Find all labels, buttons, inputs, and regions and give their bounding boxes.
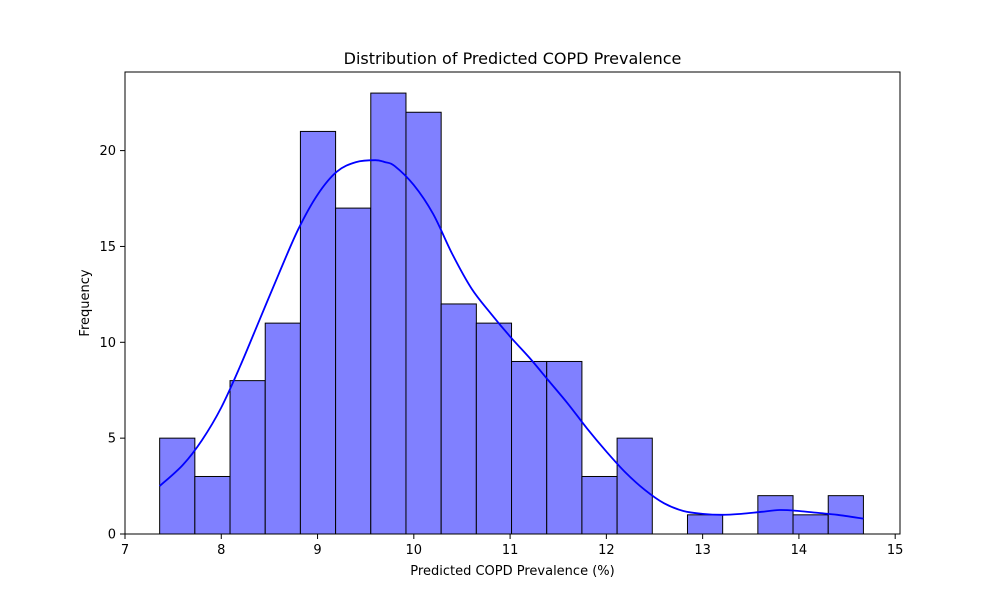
y-tick-label: 20 [99, 144, 116, 159]
histogram-bar [194, 475, 231, 535]
histogram-bar [440, 303, 477, 535]
y-tick-label: 0 [108, 528, 116, 543]
histogram-bar [229, 380, 266, 535]
histogram-bar [370, 92, 407, 535]
x-tick-label: 12 [598, 543, 615, 558]
y-tick-label: 10 [99, 336, 116, 351]
y-tick-label: 15 [99, 240, 116, 255]
x-tick-label: 9 [313, 543, 321, 558]
x-tick-label: 8 [217, 543, 225, 558]
histogram-bar [757, 495, 794, 535]
histogram-bar [335, 207, 372, 535]
histogram-bar [616, 437, 653, 535]
y-tick-label: 5 [108, 432, 116, 447]
x-tick-label: 11 [502, 543, 519, 558]
plot-frame [124, 71, 901, 535]
histogram-bar [475, 322, 513, 535]
x-tick-label: 7 [121, 543, 129, 558]
x-tick-label: 13 [694, 543, 711, 558]
y-axis-label: Frequency [78, 269, 93, 336]
histogram-bar [405, 111, 442, 535]
histogram-bar [264, 322, 301, 535]
histogram-bar [159, 437, 196, 535]
x-tick-label: 15 [887, 543, 904, 558]
histogram-bar [511, 360, 548, 535]
chart-title: Distribution of Predicted COPD Prevalenc… [344, 49, 682, 68]
histogram-bar [686, 514, 724, 535]
histogram-bar [546, 360, 583, 535]
histogram-bar [581, 475, 618, 535]
x-axis-label: Predicted COPD Prevalence (%) [410, 564, 614, 579]
kde-curve [159, 159, 864, 520]
x-tick-label: 14 [791, 543, 808, 558]
y-axis-ticks: 0 5 10 15 20 [99, 144, 125, 543]
histogram-bar [299, 130, 337, 535]
x-axis-ticks: 7 8 9 10 11 12 13 14 15 [121, 534, 904, 558]
x-tick-label: 10 [406, 543, 423, 558]
histogram-bar [792, 514, 829, 535]
